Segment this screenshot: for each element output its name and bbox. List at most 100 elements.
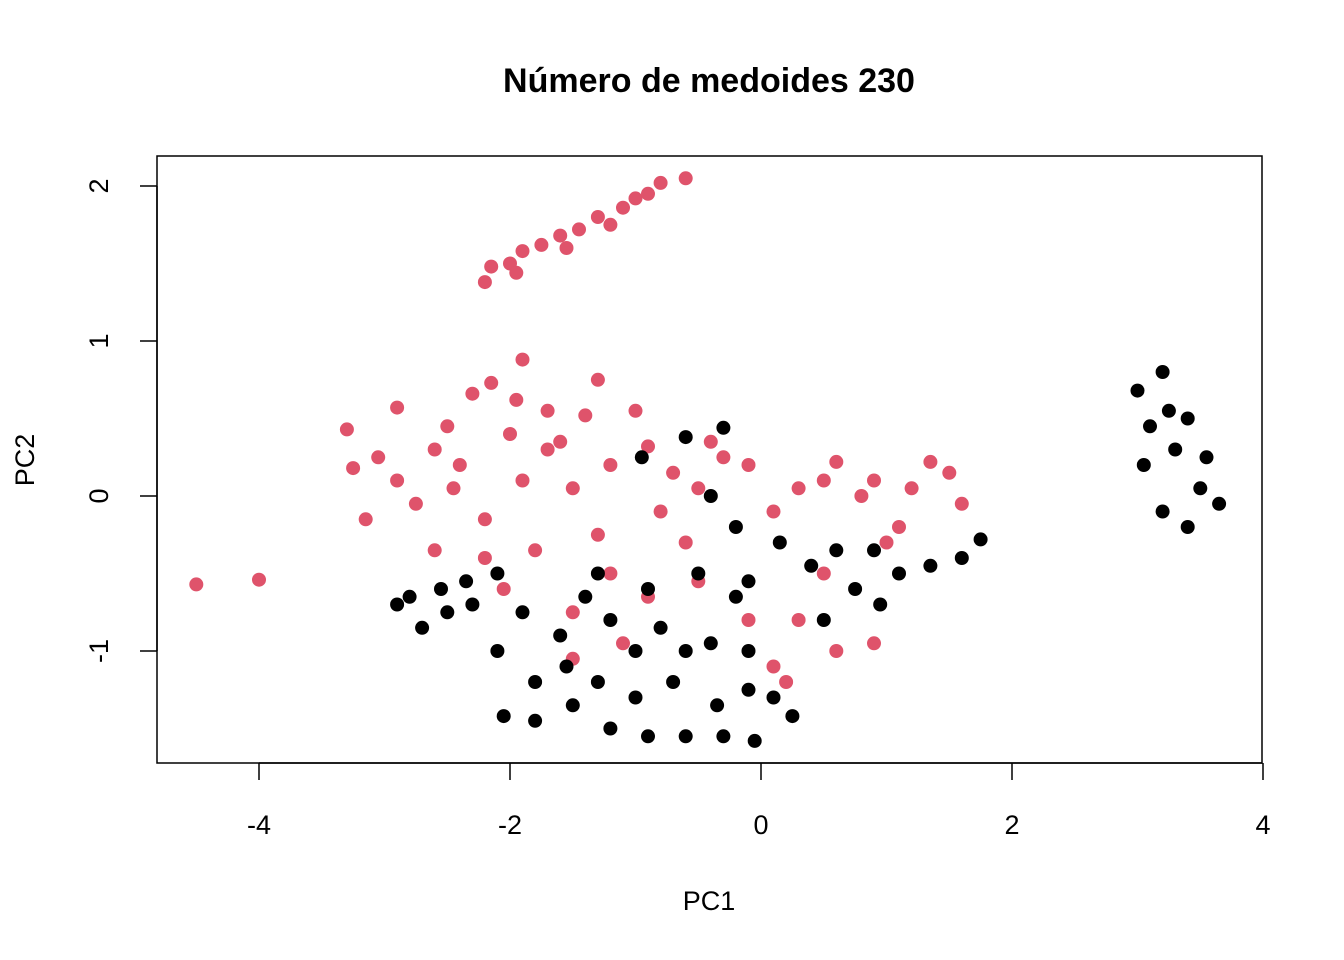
data-point-pink [590,372,605,387]
data-point-pink [484,375,499,390]
data-point-pink [553,434,568,449]
data-point-pink [954,496,969,511]
data-point-black [728,520,743,534]
data-point-black [528,675,543,689]
data-point-pink [942,465,957,480]
data-point-pink [791,613,806,627]
data-point-black [703,489,718,503]
data-point-black [1180,520,1195,534]
data-point-black [415,620,430,635]
data-point-black [390,597,405,612]
data-point-pink [509,392,524,407]
data-point-pink [816,566,831,581]
data-point-pink [496,582,511,596]
data-point-black [1155,504,1170,519]
data-point-black [747,733,762,748]
data-point-pink [440,419,455,434]
x-tick-label: 0 [753,810,768,840]
data-point-black [1212,496,1227,511]
data-point-pink [540,442,555,457]
data-point-black [515,605,530,620]
data-point-pink [741,458,756,472]
data-point-pink [408,496,423,511]
data-point-black [1199,450,1214,465]
y-tick-label: 1 [84,333,114,348]
data-point-black [785,709,800,724]
data-point-black [1193,481,1208,496]
data-point-black [565,698,580,713]
data-point-black [1168,442,1183,457]
data-point-pink [427,442,442,457]
data-point-black [691,566,706,581]
data-point-black [1136,458,1151,472]
data-point-pink [641,439,655,454]
data-point-pink [446,481,461,496]
data-point-black [559,659,574,674]
data-point-black [710,698,725,713]
data-point-pink [791,481,806,496]
data-point-pink [653,504,668,519]
data-point-black [804,558,819,573]
data-point-black [741,574,756,589]
data-point-pink [390,473,405,488]
data-point-pink [572,222,586,237]
data-point-black [678,729,693,744]
data-point-pink [358,512,373,527]
x-tick-label: 4 [1255,810,1270,840]
x-tick-label: 2 [1004,810,1019,840]
data-point-black [603,613,618,627]
data-point-pink [390,400,405,415]
data-point-black [459,574,474,589]
data-point-black [1155,365,1170,379]
data-point-black [716,729,731,744]
data-point-pink [603,217,618,232]
data-point-pink [503,427,517,441]
data-point-black [867,543,881,558]
x-axis-label: PC1 [683,886,736,916]
data-point-pink [578,408,593,423]
data-point-pink [741,613,756,627]
data-point-pink [666,465,681,480]
data-point-pink [465,386,480,401]
data-point-pink [716,450,731,465]
data-point-black [1143,419,1157,434]
data-point-pink [829,454,844,469]
data-point-pink [565,605,580,620]
y-axis: -1 0 1 2 [84,178,158,663]
data-point-pink [678,171,693,186]
data-point-black [766,690,781,705]
y-tick-label: 0 [84,488,114,503]
data-point-black [628,690,643,705]
data-point-black [634,450,649,465]
data-point-pink [553,228,568,243]
data-point-black [434,582,448,596]
data-point-pink [653,175,668,190]
data-point-black [440,605,455,620]
data-point-pink [628,403,643,418]
data-point-pink [477,275,492,290]
data-point-pink [923,454,938,469]
data-point-pink [879,535,894,550]
data-point-black [772,535,787,550]
data-point-pink [816,473,831,488]
data-point-black [496,709,511,724]
data-point-pink [641,186,655,201]
data-point-black [490,566,505,581]
data-point-black [829,543,844,558]
x-tick-label: -2 [498,810,522,840]
data-point-pink [565,481,580,496]
data-point-pink [252,572,266,587]
data-point-pink [452,458,467,472]
data-point-black [490,644,505,658]
data-point-pink [616,636,630,651]
data-point-pink [829,644,844,658]
data-point-black [703,636,718,651]
data-point-black [603,721,618,736]
data-point-black [678,430,693,445]
data-point-pink [515,244,530,259]
data-point-black [590,675,605,689]
data-point-pink [892,520,906,534]
data-point-black [873,597,888,612]
